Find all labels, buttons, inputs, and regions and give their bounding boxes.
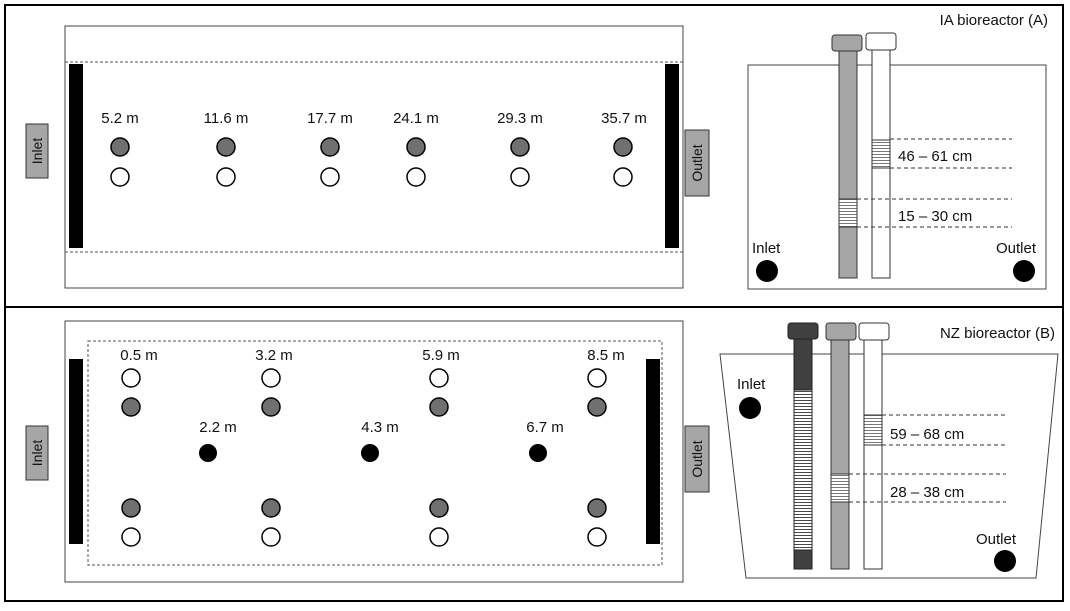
panel-a-distance-label: 35.7 m [601,110,647,127]
panel-a-side-inlet-text: Inlet [29,138,45,165]
panel-a-title: IA bioreactor (A) [940,12,1048,29]
panel-a: Inlet Outlet 5.2 m 11.6 m 17.7 m 24.1 m … [25,12,1048,290]
panel-b-distance-label: 8.5 m [587,347,625,364]
panel-b-inlet-port [739,397,761,419]
panel-b-distance-label: 6.7 m [526,419,564,436]
panel-b-plan-outline [64,320,684,583]
panel-a-pipe-grey-screen [838,198,858,228]
panel-b-outlet-port [994,550,1016,572]
panel-a-pipe-grey [838,50,858,279]
panel-a-well-deep [613,167,633,187]
panel-a-well-deep [510,167,530,187]
panel-b-outlet-baffle [646,359,660,544]
panel-b-well-mid [529,444,547,462]
panel-a-depth-upper: 46 – 61 cm [898,148,972,165]
panel-a-well-deep [110,167,130,187]
panel-b-well-deep [429,368,449,388]
panel-a-distance-label: 17.7 m [307,110,353,127]
panel-b: Inlet Outlet 0.5 m 3.2 m 5.9 m 8.5 m 2.2… [25,320,1059,583]
panel-b-well-shallow [121,498,141,518]
panel-a-well-shallow [320,137,340,157]
panel-a-distance-label: 24.1 m [393,110,439,127]
panel-a-distance-label: 5.2 m [101,110,139,127]
panel-b-pipe-cap-grey [825,322,857,341]
panel-b-well-mid [361,444,379,462]
panel-b-well-deep [121,368,141,388]
panel-a-well-deep [320,167,340,187]
panel-a-well-shallow [110,137,130,157]
panel-b-distance-label: 4.3 m [361,419,399,436]
panel-b-inlet-baffle [69,359,83,544]
panel-b-well-shallow [587,498,607,518]
panel-b-well-deep [261,368,281,388]
panel-b-well-deep [261,527,281,547]
panel-b-distance-label: 0.5 m [120,347,158,364]
panel-b-distance-label: 5.9 m [422,347,460,364]
panel-b-well-shallow [429,498,449,518]
panel-a-outlet-baffle [665,64,679,248]
panel-a-inlet-port [756,260,778,282]
panel-b-side-outlet-label: Outlet [684,425,710,493]
panel-a-well-shallow [613,137,633,157]
panel-b-side-outlet-text: Outlet [689,440,705,477]
panel-b-side-inlet-text: Inlet [29,440,45,467]
panel-b-distance-label: 3.2 m [255,347,293,364]
panel-b-wells: 0.5 m 3.2 m 5.9 m 8.5 m 2.2 m 4.3 m 6.7 … [120,347,625,547]
panel-a-well-shallow [510,137,530,157]
panel-b-pipe-cap-white [858,322,890,341]
panel-a-side-inlet-label: Inlet [25,123,49,179]
panel-b-pipe-cap-dark [787,322,819,340]
panel-a-plan-outline [64,25,684,289]
panel-b-well-shallow [121,397,141,417]
panel-a-pipe-cap-grey [831,34,863,52]
panel-b-depth-lower: 28 – 38 cm [890,484,964,501]
panel-a-well-shallow [406,137,426,157]
panel-a-side-outlet-text: Outlet [689,144,705,181]
panel-a-inlet-baffle [69,64,83,248]
panel-b-inlet-label: Inlet [737,376,766,393]
panel-a-pipe-cap-white [865,32,897,51]
outer-frame [4,4,1064,602]
panel-a-pipe-white-screen [871,139,891,169]
panel-b-outlet-label: Outlet [976,531,1017,548]
panel-a-well-deep [406,167,426,187]
panel-a-well-deep [216,167,236,187]
panel-a-section-outline [747,64,1047,290]
panel-a-inlet-label: Inlet [752,240,781,257]
panel-b-depth-upper: 59 – 68 cm [890,426,964,443]
panel-a-outlet-label: Outlet [996,240,1037,257]
panel-b-well-deep [587,368,607,388]
panel-b-pipe-white-screen [863,414,883,446]
panel-b-well-shallow [429,397,449,417]
panel-b-well-shallow [587,397,607,417]
panel-b-well-shallow [261,397,281,417]
panel-b-well-shallow [261,498,281,518]
panel-b-pipe-grey-screen [830,473,850,503]
panel-b-well-deep [587,527,607,547]
panel-b-well-deep [429,527,449,547]
panel-b-distance-label: 2.2 m [199,419,237,436]
panel-b-section-outline [719,353,1059,579]
panel-a-outlet-port [1013,260,1035,282]
panel-b-well-mid [199,444,217,462]
panel-b-pipe-white [863,339,883,570]
panel-b-dashed-area [87,340,663,566]
panel-b-pipe-grey [830,339,850,570]
panel-a-depth-lower: 15 – 30 cm [898,208,972,225]
panel-a-wells: 5.2 m 11.6 m 17.7 m 24.1 m 29.3 m 35.7 m [101,110,647,187]
panel-a-well-shallow [216,137,236,157]
panel-b-title: NZ bioreactor (B) [940,325,1055,342]
panel-b-well-deep [121,527,141,547]
panel-a-distance-label: 29.3 m [497,110,543,127]
panel-b-pipe-dark-screen [793,389,813,551]
panel-a-side-outlet-label: Outlet [684,129,710,197]
panel-a-distance-label: 11.6 m [204,110,249,127]
panel-b-side-inlet-label: Inlet [25,425,49,481]
